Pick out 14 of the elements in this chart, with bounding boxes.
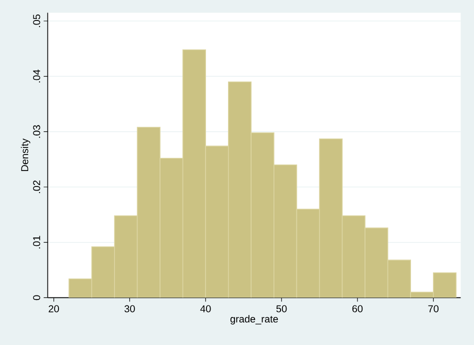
x-tick-label: 20 xyxy=(48,305,59,312)
x-tick-label: 40 xyxy=(200,305,211,312)
y-tick-label: .02 xyxy=(33,180,40,194)
y-tick-label: .01 xyxy=(33,236,40,248)
x-tick-label: 50 xyxy=(276,305,287,312)
y-axis-title: Density xyxy=(20,138,30,172)
y-tick-label: .05 xyxy=(33,14,40,28)
y-tick-label: .04 xyxy=(33,70,40,82)
y-tick-label: .03 xyxy=(33,125,40,138)
x-tick-label: 70 xyxy=(428,305,439,312)
y-tick-label: 0 xyxy=(33,295,40,300)
x-tick-label: 30 xyxy=(124,305,135,312)
x-axis-title: grade_rate xyxy=(230,315,278,324)
x-tick-label: 60 xyxy=(352,305,363,312)
